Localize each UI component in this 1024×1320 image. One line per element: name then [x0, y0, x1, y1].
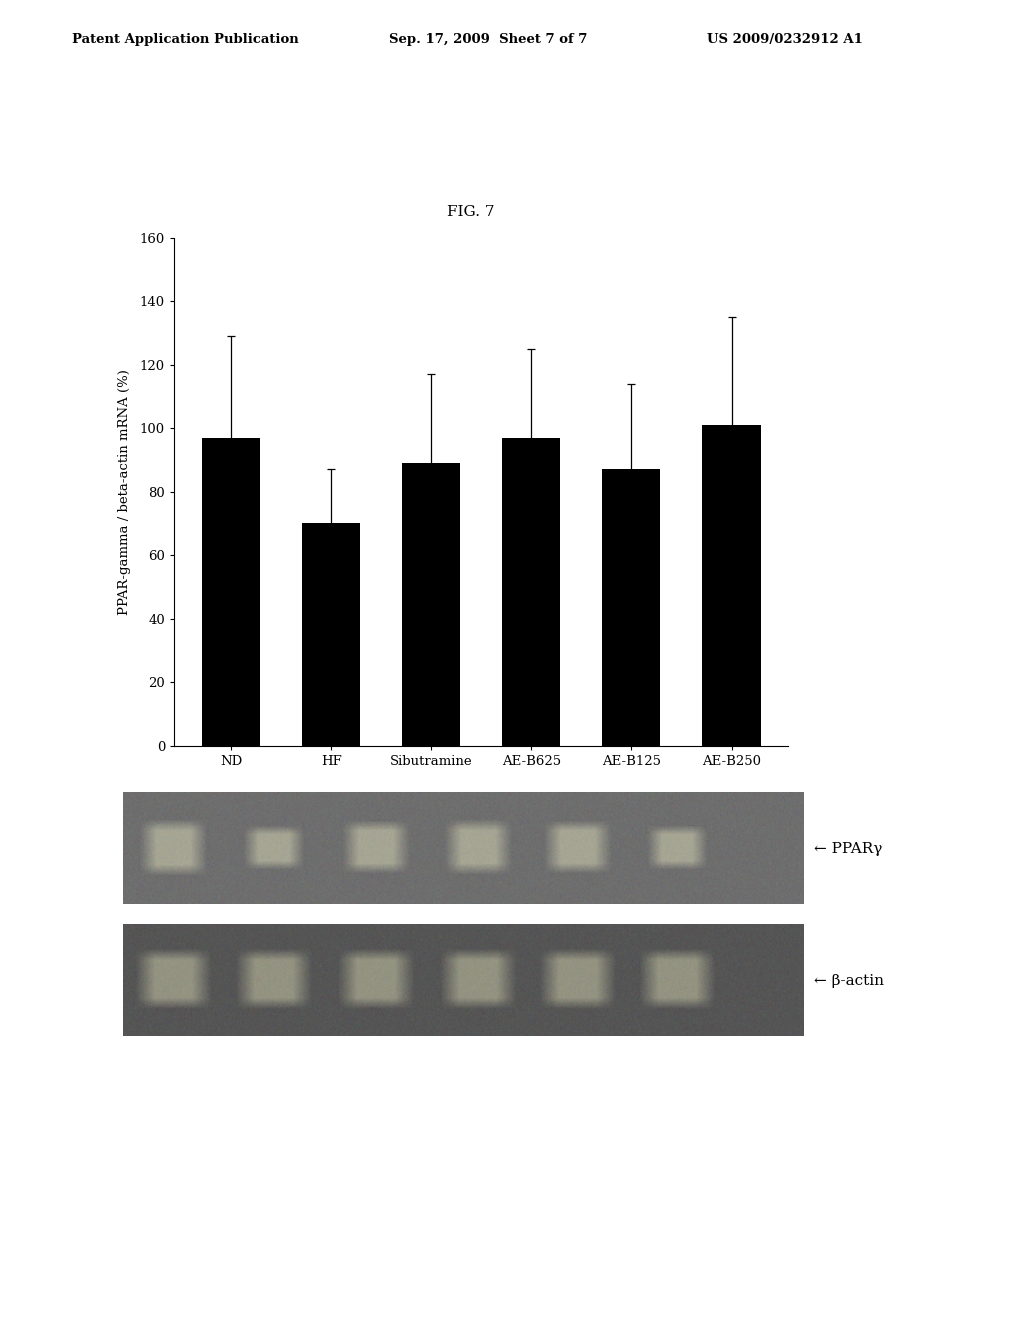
Text: ← β-actin: ← β-actin — [814, 974, 884, 987]
Bar — [602, 470, 660, 746]
Text: Patent Application Publication: Patent Application Publication — [72, 33, 298, 46]
Bar — [503, 438, 560, 746]
Bar — [702, 425, 761, 746]
Text: FIG. 7: FIG. 7 — [447, 205, 495, 219]
Text: ← PPARγ: ← PPARγ — [814, 842, 883, 855]
Text: Sep. 17, 2009  Sheet 7 of 7: Sep. 17, 2009 Sheet 7 of 7 — [389, 33, 588, 46]
Text: US 2009/0232912 A1: US 2009/0232912 A1 — [707, 33, 862, 46]
Bar — [402, 463, 460, 746]
Bar — [202, 438, 260, 746]
Bar — [302, 524, 360, 746]
Y-axis label: PPAR-gamma / beta-actin mRNA (%): PPAR-gamma / beta-actin mRNA (%) — [119, 368, 131, 615]
